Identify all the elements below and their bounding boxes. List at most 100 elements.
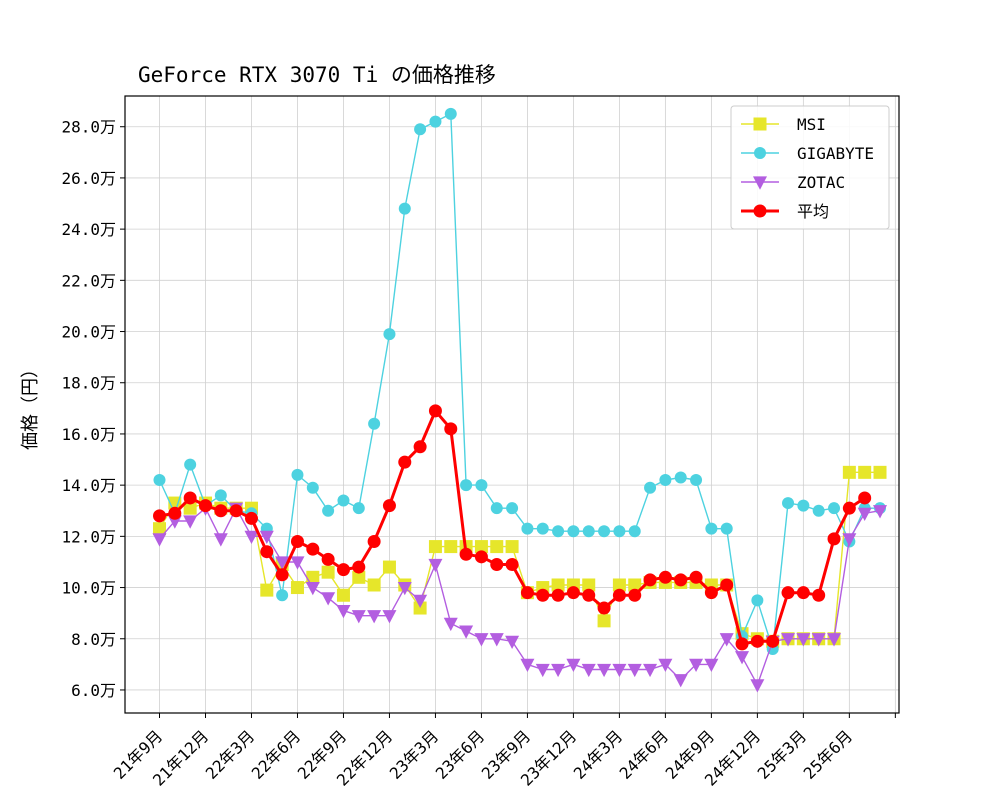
data-point-gigabyte [582, 525, 595, 538]
data-point-zotac [505, 635, 520, 650]
data-point-gigabyte [644, 481, 657, 494]
legend-label: GIGABYTE [797, 144, 874, 163]
legend-item-zotac: ZOTAC [741, 173, 845, 192]
data-point-msi [858, 465, 872, 479]
data-point-average [198, 499, 212, 513]
data-point-zotac [382, 610, 397, 624]
data-point-gigabyte [214, 489, 227, 502]
legend: MSI GIGABYTE ZOTAC 平均 [730, 105, 890, 230]
data-point-zotac [336, 604, 351, 619]
data-point-zotac [581, 663, 596, 678]
series-layer [152, 107, 888, 693]
data-point-gigabyte [383, 328, 396, 341]
data-point-msi [336, 588, 350, 602]
legend-marker [753, 117, 767, 131]
data-point-msi [873, 465, 887, 479]
data-point-zotac [612, 663, 627, 678]
data-point-zotac [627, 663, 642, 678]
data-point-zotac [704, 658, 719, 673]
data-point-gigabyte [674, 471, 687, 484]
data-point-msi [582, 578, 596, 592]
data-point-gigabyte [490, 502, 503, 515]
data-point-msi [306, 570, 320, 584]
data-point-zotac [535, 663, 550, 678]
legend-item-msi: MSI [741, 115, 826, 134]
data-point-average [505, 558, 519, 572]
series-average [153, 404, 872, 651]
data-point-gigabyte [613, 525, 626, 538]
data-point-average [275, 568, 289, 582]
data-point-zotac [413, 594, 428, 609]
data-point-gigabyte [536, 522, 549, 535]
data-point-average [474, 550, 488, 564]
data-point-zotac [597, 663, 612, 678]
data-point-gigabyte [506, 502, 519, 515]
data-point-average [643, 573, 657, 587]
data-point-gigabyte [429, 115, 442, 128]
data-point-zotac [566, 658, 581, 673]
y-tick-label: 12.0万 [61, 527, 116, 546]
data-point-zotac [305, 581, 320, 596]
data-point-average [306, 542, 320, 556]
data-point-msi [153, 522, 166, 536]
data-point-gigabyte [414, 123, 427, 136]
data-point-zotac [796, 633, 811, 647]
data-point-gigabyte [567, 525, 580, 538]
data-point-average [735, 637, 749, 651]
data-point-zotac [244, 530, 259, 545]
data-point-msi [597, 614, 611, 628]
y-tick-label: 8.0万 [71, 630, 116, 649]
data-point-gigabyte [552, 525, 565, 538]
data-point-average [566, 586, 580, 600]
legend-label: ZOTAC [797, 173, 845, 192]
y-tick-label: 10.0万 [61, 579, 116, 598]
data-point-gigabyte [444, 107, 457, 120]
data-point-msi [474, 540, 488, 554]
data-point-average [858, 491, 872, 505]
data-point-gigabyte [368, 417, 381, 430]
data-point-average [536, 588, 550, 602]
data-point-zotac [474, 633, 489, 647]
y-tick-label: 18.0万 [61, 374, 116, 393]
data-point-msi [260, 583, 274, 597]
data-point-average [551, 588, 565, 602]
data-point-gigabyte [812, 504, 825, 517]
plot-frame [124, 95, 900, 714]
y-tick-label: 20.0万 [61, 323, 116, 342]
legend-label: MSI [797, 115, 826, 134]
data-point-msi [290, 581, 304, 595]
data-point-average [153, 509, 166, 523]
data-point-zotac [781, 633, 796, 647]
data-point-gigabyte [276, 589, 289, 602]
data-point-average [428, 404, 442, 418]
legend-marker [753, 176, 767, 190]
data-point-msi [551, 578, 565, 592]
data-point-average [597, 601, 611, 615]
data-point-zotac [842, 533, 857, 547]
data-point-average [490, 558, 504, 572]
data-point-zotac [735, 651, 750, 665]
data-point-zotac [857, 507, 872, 522]
data-point-average [520, 586, 534, 600]
data-point-gigabyte [291, 468, 304, 481]
data-point-msi [428, 540, 442, 554]
data-point-zotac [321, 592, 336, 606]
data-point-msi [321, 565, 335, 579]
y-tick-label: 24.0万 [61, 220, 116, 239]
data-point-gigabyte [352, 502, 365, 515]
legend-item-gigabyte: GIGABYTE [741, 144, 874, 163]
data-point-average [674, 573, 688, 587]
data-point-msi [490, 540, 504, 554]
data-point-gigabyte [705, 522, 718, 535]
data-point-gigabyte [751, 594, 764, 607]
data-point-average [413, 440, 427, 454]
data-point-average [842, 501, 856, 515]
data-point-msi [505, 540, 519, 554]
data-point-average [260, 545, 274, 559]
data-point-average [704, 586, 718, 600]
data-point-average [628, 588, 642, 602]
data-point-gigabyte [460, 479, 473, 492]
series-zotac [152, 502, 888, 693]
data-point-zotac [213, 533, 228, 547]
